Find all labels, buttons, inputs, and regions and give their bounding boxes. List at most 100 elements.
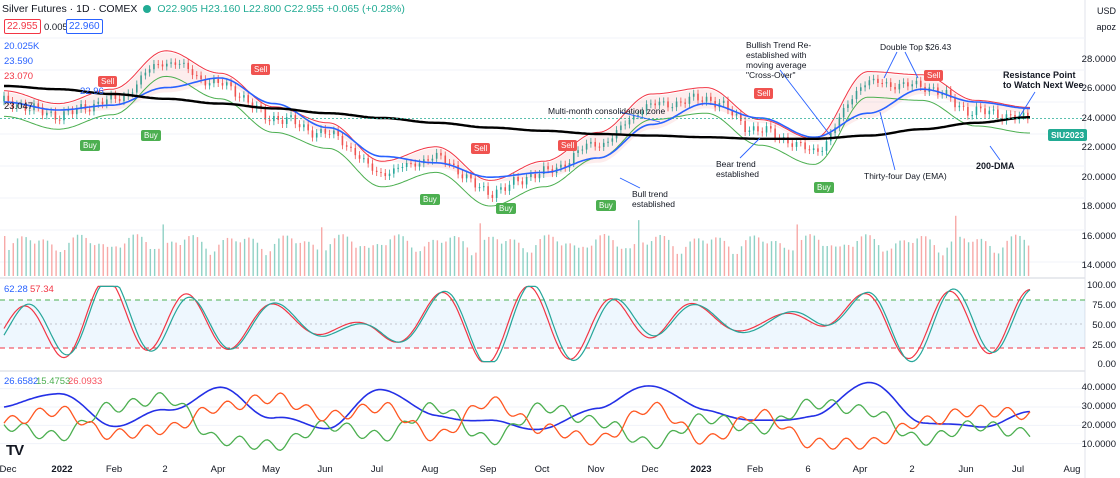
price-candle xyxy=(345,145,348,147)
adx-line xyxy=(3,381,1030,431)
price-candle xyxy=(264,108,267,120)
price-candle xyxy=(915,80,918,85)
x-tick: Apr xyxy=(852,464,868,475)
price-candle xyxy=(50,111,52,113)
price-candle xyxy=(602,142,605,147)
annotation-ema: Thirty-four Day (EMA) xyxy=(864,171,947,181)
stoch-tick: 25.00 xyxy=(1092,340,1116,351)
price-candle xyxy=(213,79,215,84)
volume-bar xyxy=(723,240,726,276)
volume-bar xyxy=(291,238,293,276)
bid-box[interactable]: 22.955 xyxy=(4,19,41,34)
currency-label[interactable]: USD xyxy=(1096,6,1116,16)
volume-bar xyxy=(423,246,426,276)
price-candle xyxy=(740,113,742,121)
price-tick: 16.0000 xyxy=(1081,231,1116,242)
volume-bar xyxy=(72,237,74,276)
volume-bar xyxy=(183,239,186,276)
price-candle xyxy=(791,143,794,147)
volume-bar xyxy=(886,250,888,276)
price-candle xyxy=(697,93,699,101)
volume-bar xyxy=(243,238,246,276)
price-candle xyxy=(542,166,545,175)
price-candle xyxy=(165,63,168,67)
volume-bar xyxy=(689,241,691,276)
price-candle xyxy=(243,95,245,98)
volume-bar xyxy=(925,236,927,276)
volume-bar xyxy=(55,250,57,276)
symbol-title[interactable]: Silver Futures · 1D · COMEX xyxy=(2,3,138,15)
price-candle xyxy=(800,142,802,144)
price-candle xyxy=(804,142,806,150)
price-candle xyxy=(954,97,956,108)
volume-bar xyxy=(479,223,481,276)
buy-signal: Buy xyxy=(80,140,100,151)
price-candle xyxy=(11,101,14,108)
ask-box[interactable]: 22.960 xyxy=(66,19,103,34)
price-candle xyxy=(607,141,609,143)
price-candle xyxy=(611,138,614,142)
price-candle xyxy=(684,102,686,104)
volume-bar xyxy=(633,244,636,276)
x-tick: May xyxy=(262,464,280,475)
price-candle xyxy=(675,101,678,108)
stoch-tick: 75.00 xyxy=(1092,300,1116,311)
volume-bar xyxy=(359,246,361,276)
mode-label[interactable]: apoz xyxy=(1096,22,1116,32)
volume-bar xyxy=(762,241,764,276)
price-candle xyxy=(560,164,562,168)
price-candle xyxy=(949,90,952,98)
volume-bar xyxy=(813,235,816,276)
volume-bar xyxy=(492,236,494,276)
price-candle xyxy=(628,119,631,125)
buy-signal: Buy xyxy=(496,203,516,214)
price-candle xyxy=(144,72,147,76)
price-candle xyxy=(894,86,896,90)
price-candle xyxy=(577,150,579,154)
volume-bar xyxy=(839,246,841,276)
x-tick: Dec xyxy=(0,464,17,475)
volume-bar xyxy=(346,236,349,276)
volume-bar xyxy=(440,242,443,276)
volume-bar xyxy=(582,246,584,276)
volume-bar xyxy=(162,224,164,276)
volume-bar xyxy=(796,224,798,276)
price-candle xyxy=(731,110,734,116)
price-candle xyxy=(294,115,297,125)
volume-bar xyxy=(650,241,653,276)
volume-bar xyxy=(483,239,486,276)
price-candle xyxy=(28,110,31,112)
volume-bar xyxy=(68,242,70,276)
volume-bar xyxy=(63,250,66,276)
volume-bar xyxy=(569,243,571,276)
price-candle xyxy=(208,83,211,86)
price-candle xyxy=(598,146,601,148)
annotation-double-top: Double Top $26.43 xyxy=(880,42,952,52)
price-candle xyxy=(114,94,117,99)
price-candle xyxy=(427,159,429,161)
price-candle xyxy=(277,115,279,120)
stoch-tick: 50.00 xyxy=(1092,320,1116,331)
volume-bar xyxy=(329,244,331,276)
volume-bar xyxy=(385,245,387,276)
price-candle xyxy=(281,119,284,124)
price-candle xyxy=(680,101,682,103)
volume-bar xyxy=(565,243,567,276)
price-candle xyxy=(110,94,112,100)
chart-header: Silver Futures · 1D · COMEX O22.905 H23.… xyxy=(0,0,405,18)
volume-bar xyxy=(333,238,336,276)
volume-bar xyxy=(475,252,477,276)
volume-bar xyxy=(265,255,267,276)
annotation-arrow xyxy=(1019,91,1036,117)
price-candle xyxy=(363,158,365,160)
volume-bar xyxy=(462,241,464,276)
price-candle xyxy=(521,181,524,185)
x-tick: Oct xyxy=(534,464,550,475)
volume-bar xyxy=(907,242,910,276)
price-candle xyxy=(101,101,104,105)
volume-bar xyxy=(136,234,139,276)
price-candle xyxy=(354,147,357,156)
price-candle xyxy=(654,103,656,106)
ind-label-3: 23.047 xyxy=(4,101,34,112)
volume-bar xyxy=(205,248,207,276)
